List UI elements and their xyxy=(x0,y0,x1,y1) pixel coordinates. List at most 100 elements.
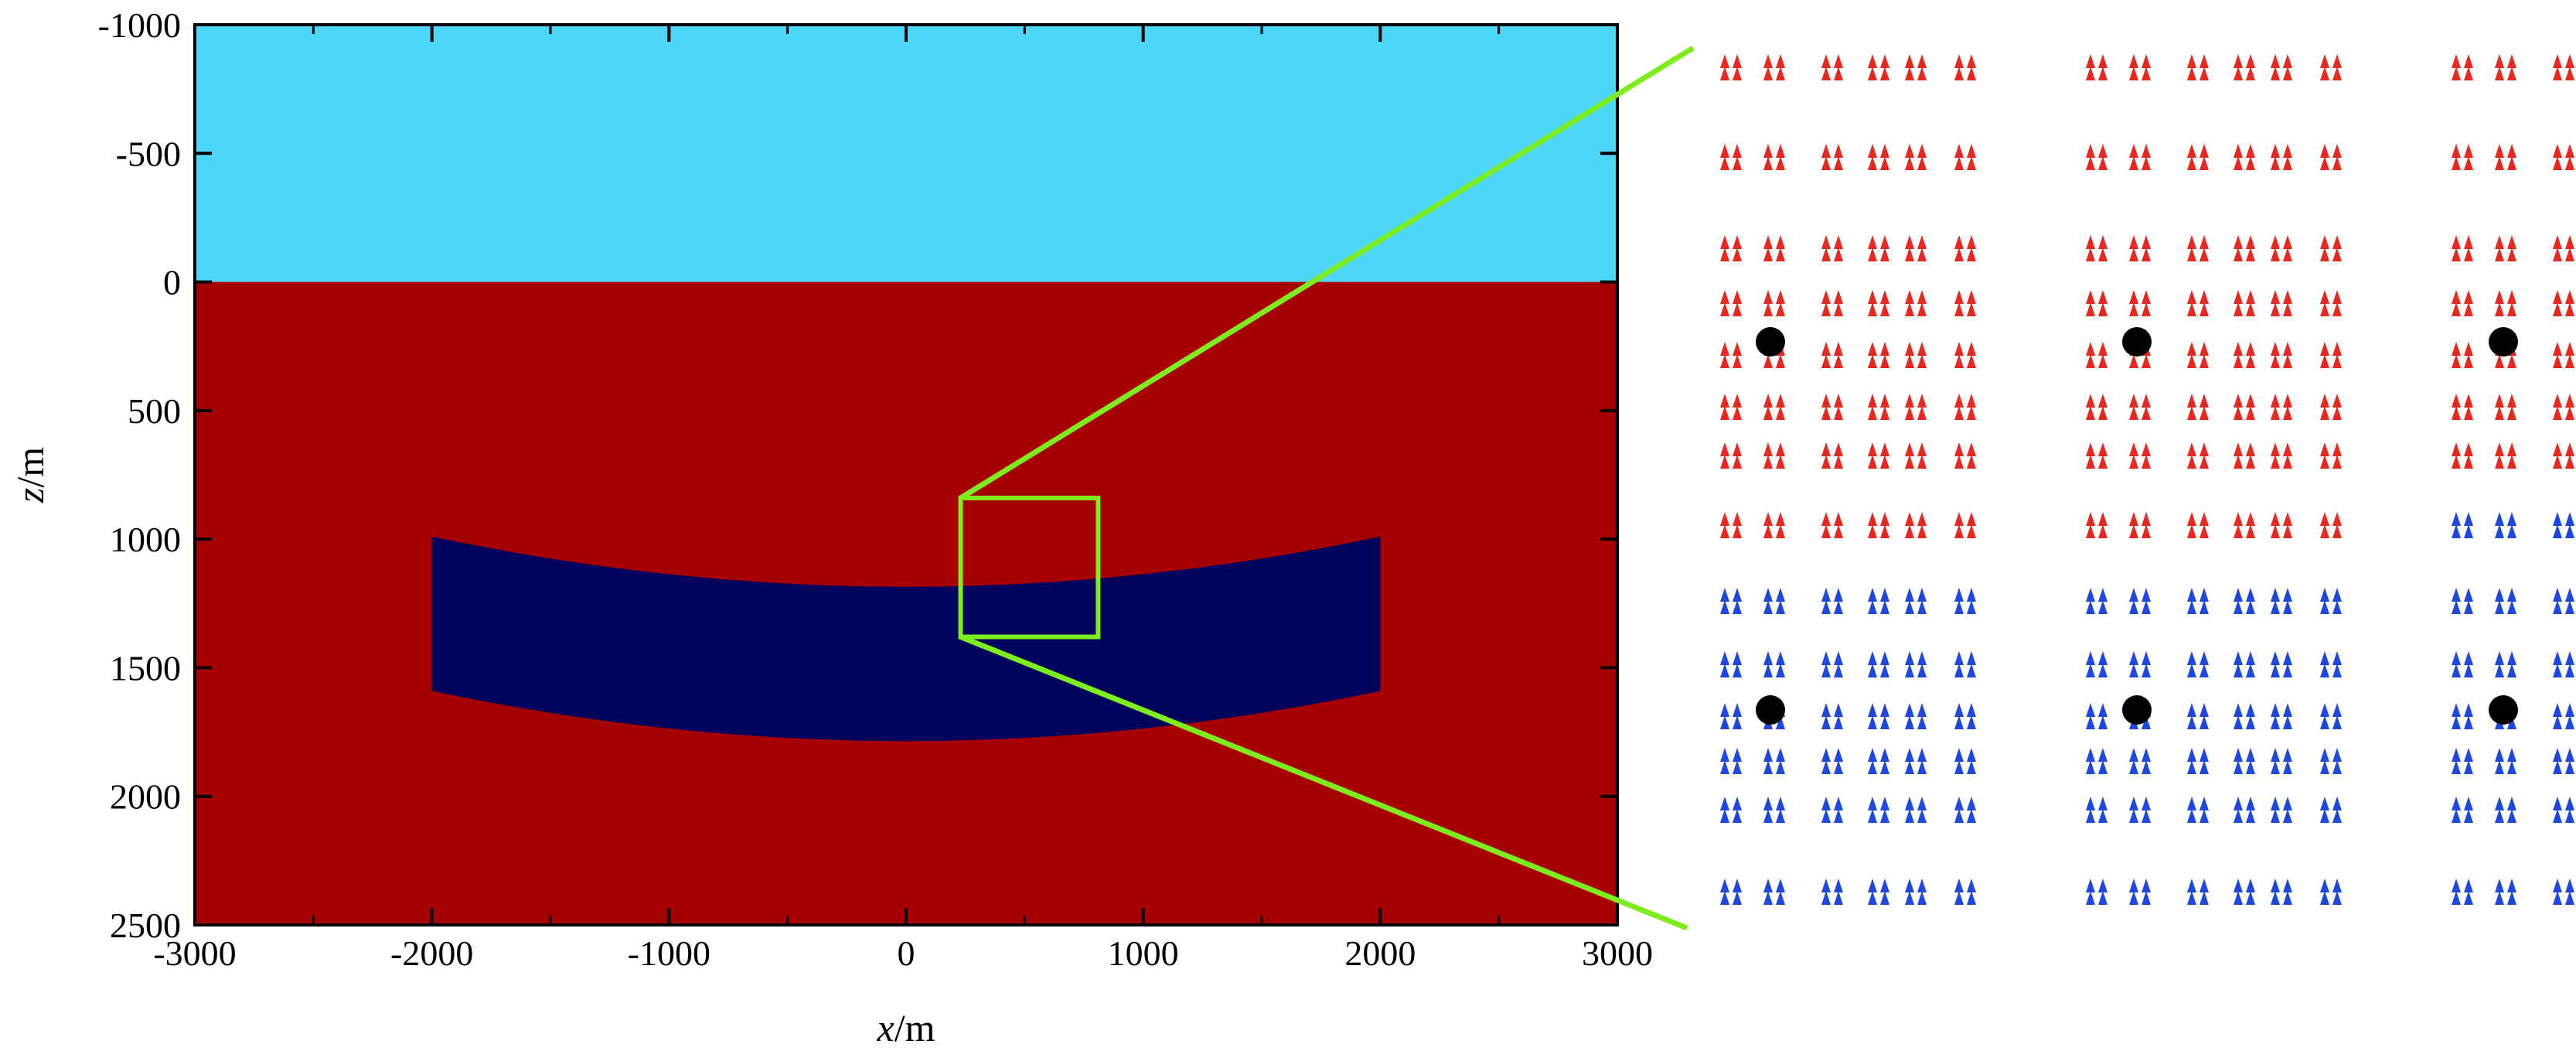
red-receiver xyxy=(1763,144,1785,158)
blue-receiver xyxy=(2553,891,2574,905)
red-receiver xyxy=(2320,302,2342,316)
blue-receiver xyxy=(1821,797,1843,810)
red-receiver xyxy=(2129,144,2151,158)
red-receiver xyxy=(2129,156,2151,170)
red-receiver xyxy=(2234,442,2255,456)
red-receiver xyxy=(2452,406,2473,420)
source-marker xyxy=(2489,695,2518,725)
water-layer xyxy=(195,25,1617,282)
z-tick-label: 2000 xyxy=(110,777,181,817)
red-receiver xyxy=(1720,455,1742,469)
blue-receiver xyxy=(1720,760,1742,774)
zoom-box xyxy=(958,495,1101,640)
blue-receiver xyxy=(2129,879,2151,892)
red-receiver xyxy=(2495,354,2516,368)
red-receiver xyxy=(2452,156,2473,170)
blue-receiver xyxy=(1954,715,1976,729)
red-receiver xyxy=(1720,290,1742,304)
red-receiver xyxy=(1720,442,1742,456)
blue-receiver xyxy=(1954,760,1976,774)
red-receiver xyxy=(1954,455,1976,469)
red-receiver xyxy=(2553,156,2574,170)
blue-receiver xyxy=(2271,809,2292,823)
red-receiver xyxy=(1763,235,1785,249)
blue-receiver xyxy=(1763,879,1785,892)
blue-receiver xyxy=(2553,760,2574,774)
blue-receiver xyxy=(2495,600,2516,614)
red-receiver xyxy=(2086,302,2107,316)
red-receiver xyxy=(2187,156,2209,170)
red-receiver xyxy=(2452,144,2473,158)
blue-receiver xyxy=(2452,748,2473,762)
red-receiver xyxy=(2234,302,2255,316)
blue-receiver xyxy=(2320,809,2342,823)
blue-receiver xyxy=(2234,600,2255,614)
red-receiver xyxy=(2234,406,2255,420)
x-tick-label: -2000 xyxy=(390,933,473,973)
red-receiver xyxy=(1763,54,1785,68)
red-receiver xyxy=(1821,290,1843,304)
red-receiver xyxy=(2129,67,2151,80)
blue-receiver xyxy=(1821,703,1843,717)
x-axis-title: x/m xyxy=(877,1006,935,1049)
blue-receiver xyxy=(2086,588,2107,602)
red-receiver xyxy=(2320,406,2342,420)
blue-receiver xyxy=(1954,891,1976,905)
red-receiver xyxy=(2086,524,2107,538)
red-receiver xyxy=(2187,67,2209,80)
red-receiver xyxy=(2129,524,2151,538)
blue-receiver xyxy=(2234,809,2255,823)
red-receiver xyxy=(1868,290,1889,304)
blue-receiver xyxy=(2129,588,2151,602)
red-receiver xyxy=(1821,394,1843,408)
blue-receiver xyxy=(1868,703,1889,717)
blue-receiver xyxy=(2495,524,2516,538)
blue-receiver xyxy=(1868,651,1889,665)
blue-receiver xyxy=(2234,715,2255,729)
z-axis-symbol: z xyxy=(9,488,52,503)
blue-receiver xyxy=(2452,760,2473,774)
red-receiver xyxy=(2553,54,2574,68)
blue-receiver xyxy=(2320,879,2342,892)
blue-receiver xyxy=(1905,760,1927,774)
red-receiver xyxy=(2452,342,2473,356)
blue-receiver xyxy=(1821,891,1843,905)
red-receiver xyxy=(1905,67,1927,80)
red-receiver xyxy=(2271,406,2292,420)
red-receiver xyxy=(2271,290,2292,304)
red-receiver xyxy=(1763,512,1785,526)
red-receiver xyxy=(1868,455,1889,469)
blue-receiver xyxy=(2271,664,2292,677)
red-receiver xyxy=(2129,247,2151,261)
red-receiver xyxy=(2187,302,2209,316)
blue-receiver xyxy=(1905,651,1927,665)
red-receiver xyxy=(2129,354,2151,368)
red-receiver xyxy=(2129,302,2151,316)
red-receiver xyxy=(2553,394,2574,408)
red-receiver xyxy=(2086,342,2107,356)
blue-receiver xyxy=(1821,809,1843,823)
red-receiver xyxy=(1868,442,1889,456)
blue-receiver xyxy=(1720,715,1742,729)
z-tick-label: 500 xyxy=(128,391,181,431)
red-receiver xyxy=(1954,54,1976,68)
blue-receiver xyxy=(1821,600,1843,614)
blue-receiver xyxy=(1763,891,1785,905)
blue-receiver xyxy=(2320,748,2342,762)
receiver-inset xyxy=(1720,54,2574,905)
blue-receiver xyxy=(2495,879,2516,892)
blue-receiver xyxy=(2129,797,2151,810)
blue-receiver xyxy=(2553,651,2574,665)
blue-receiver xyxy=(2320,664,2342,677)
x-tick-label: -1000 xyxy=(628,933,710,973)
blue-receiver xyxy=(1763,600,1785,614)
red-receiver xyxy=(1905,290,1927,304)
red-receiver xyxy=(2234,247,2255,261)
blue-receiver xyxy=(2086,651,2107,665)
red-receiver xyxy=(1821,512,1843,526)
red-receiver xyxy=(1868,354,1889,368)
red-receiver xyxy=(2553,67,2574,80)
blue-receiver xyxy=(1720,891,1742,905)
blue-receiver xyxy=(1868,600,1889,614)
